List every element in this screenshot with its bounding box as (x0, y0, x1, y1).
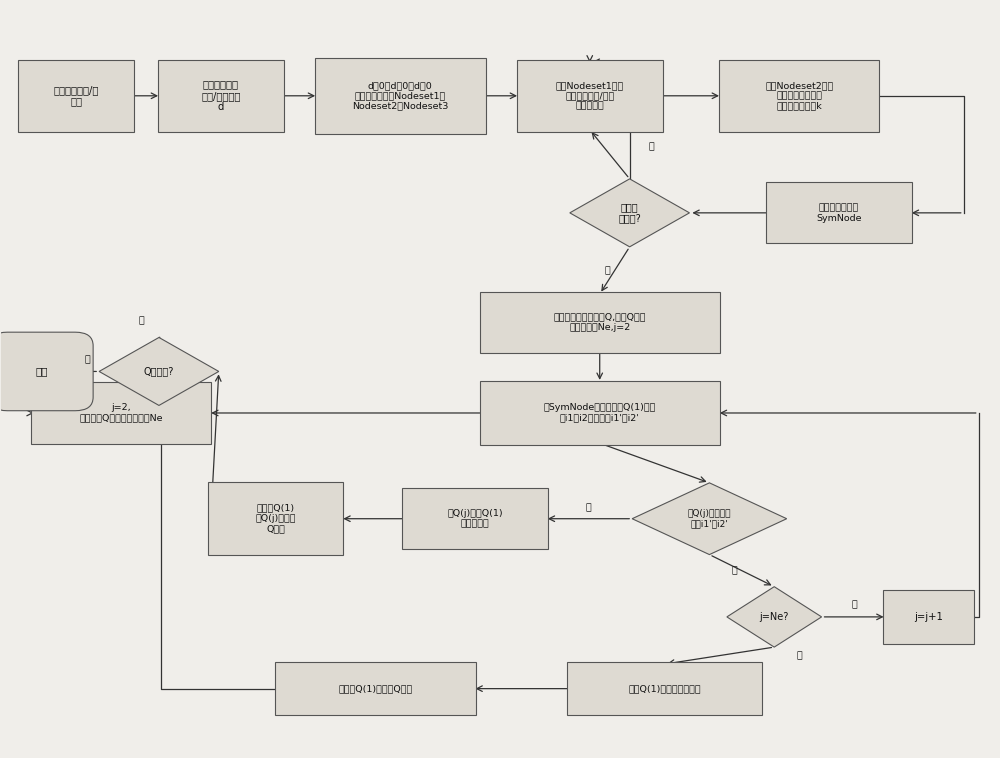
Text: 计算节点到对
称面/轴的距离
d: 计算节点到对 称面/轴的距离 d (201, 79, 240, 112)
FancyBboxPatch shape (315, 58, 486, 134)
Text: 否: 否 (138, 316, 144, 325)
FancyBboxPatch shape (158, 60, 284, 132)
FancyBboxPatch shape (402, 488, 548, 550)
FancyBboxPatch shape (766, 182, 912, 243)
Text: j=Ne?: j=Ne? (760, 612, 789, 622)
FancyBboxPatch shape (517, 60, 663, 132)
FancyBboxPatch shape (719, 60, 879, 132)
Text: 初始化所有杆件集合Q,计算Q包含
的杆件数目Ne,j=2: 初始化所有杆件集合Q,计算Q包含 的杆件数目Ne,j=2 (553, 312, 646, 332)
Text: 否: 否 (731, 566, 737, 575)
Text: 计算Nodeset1中节
点关于对称面/轴对
称点的坐标: 计算Nodeset1中节 点关于对称面/轴对 称点的坐标 (556, 81, 624, 111)
Polygon shape (727, 587, 822, 647)
Text: j=2,
计算集合Q包含的杆件数目Ne: j=2, 计算集合Q包含的杆件数目Ne (79, 403, 163, 423)
Text: 寻找Nodeset2中与
对称点距离小于给
定极小值的节点k: 寻找Nodeset2中与 对称点距离小于给 定极小值的节点k (765, 81, 833, 111)
Text: 杆Q(j)为杆Q(1)
的对称杆件: 杆Q(j)为杆Q(1) 的对称杆件 (447, 509, 503, 528)
Text: 否: 否 (851, 600, 857, 609)
Polygon shape (99, 337, 219, 406)
FancyBboxPatch shape (480, 381, 720, 446)
FancyBboxPatch shape (31, 382, 211, 443)
Text: 是: 是 (84, 355, 90, 364)
Text: 遍历所
有节点?: 遍历所 有节点? (618, 202, 641, 224)
Text: 否: 否 (649, 143, 654, 152)
Text: 是: 是 (586, 503, 591, 512)
FancyBboxPatch shape (0, 332, 93, 411)
FancyBboxPatch shape (883, 590, 974, 644)
Text: 将杆件Q(1)
和Q(j)从集合
Q删除: 将杆件Q(1) 和Q(j)从集合 Q删除 (255, 504, 296, 534)
Text: 杆件Q(1)不存在对称杆件: 杆件Q(1)不存在对称杆件 (628, 684, 701, 693)
Text: 是: 是 (796, 651, 802, 660)
Text: Q为空集?: Q为空集? (144, 366, 174, 377)
FancyBboxPatch shape (18, 60, 134, 132)
Text: d＜0、d＞0、d＝0
节点分别储存在Nodeset1、
Nodeset2和Nodeset3: d＜0、d＞0、d＝0 节点分别储存在Nodeset1、 Nodeset2和No… (352, 81, 448, 111)
Text: 更新节点对集合
SymNode: 更新节点对集合 SymNode (816, 203, 862, 223)
Text: 从SymNode集合搜索杆Q(1)的节
点i1和i2的对称点i1'和i2': 从SymNode集合搜索杆Q(1)的节 点i1和i2的对称点i1'和i2' (544, 403, 656, 423)
Text: 是: 是 (605, 266, 611, 275)
FancyBboxPatch shape (275, 662, 476, 716)
Polygon shape (570, 179, 689, 247)
Text: 将杆件Q(1)从集合Q删除: 将杆件Q(1)从集合Q删除 (338, 684, 412, 693)
FancyBboxPatch shape (208, 482, 343, 555)
Polygon shape (632, 483, 787, 555)
FancyBboxPatch shape (567, 662, 762, 716)
Text: 初始化对称面/轴
系数: 初始化对称面/轴 系数 (53, 85, 99, 107)
Text: 结束: 结束 (35, 366, 48, 377)
Text: 杆Q(j)的节点是
否为i1'和i2': 杆Q(j)的节点是 否为i1'和i2' (688, 509, 731, 528)
FancyBboxPatch shape (480, 292, 720, 353)
Text: j=j+1: j=j+1 (914, 612, 943, 622)
